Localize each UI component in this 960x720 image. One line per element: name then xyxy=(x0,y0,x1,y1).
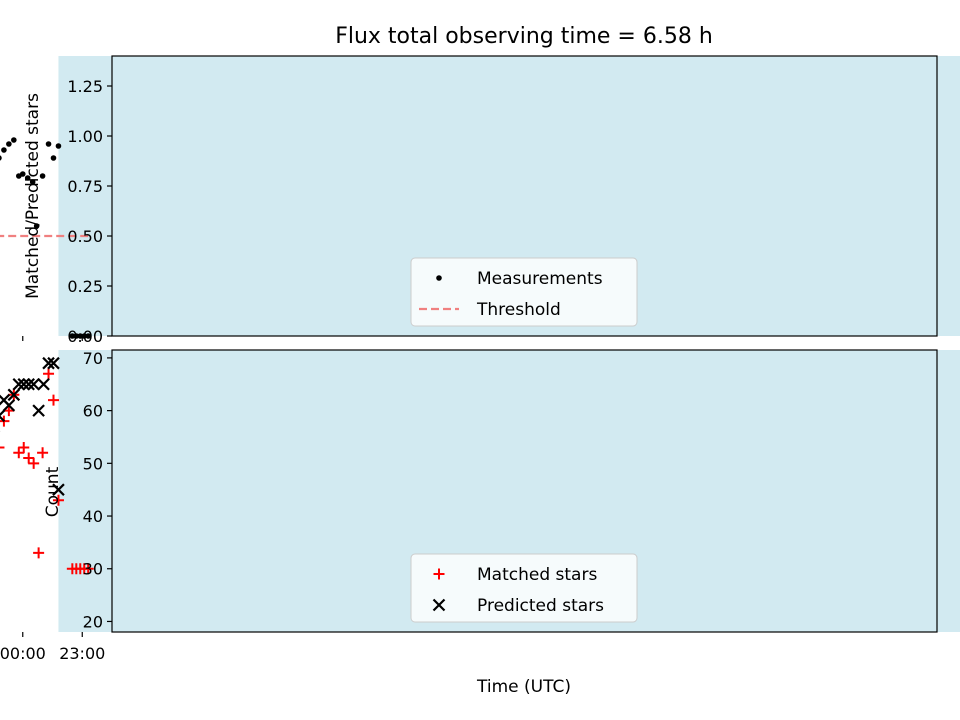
measurements-point xyxy=(73,333,80,339)
measurements-point xyxy=(11,137,17,143)
legend-predicted-stars-swatch xyxy=(432,598,446,612)
measurements-point xyxy=(29,179,36,185)
top-y-tick-label: 0.50 xyxy=(67,227,103,246)
bottom-y-tick-label: 40 xyxy=(83,507,103,526)
bottom-legend-box xyxy=(410,553,638,623)
matched-stars-point xyxy=(52,494,64,506)
measurements-point xyxy=(0,155,2,161)
measurements-point xyxy=(55,143,62,149)
legend-predicted-stars-label: Predicted stars xyxy=(477,596,604,616)
matched-stars-point xyxy=(3,405,15,417)
top-y-tick-label: 0.00 xyxy=(67,327,103,346)
top-plot-area xyxy=(0,137,92,339)
predicted-stars-point xyxy=(17,377,31,391)
bottom-legend: Matched stars Predicted stars xyxy=(410,553,638,623)
bottom-axes-frame xyxy=(111,349,938,633)
measurements-point xyxy=(85,333,92,339)
matched-stars-point xyxy=(66,563,78,575)
bottom-plot-area xyxy=(0,356,94,575)
predicted-stars-point xyxy=(7,388,21,402)
predicted-stars-point xyxy=(22,377,35,391)
measurements-point xyxy=(6,141,12,147)
predicted-stars-point xyxy=(27,377,40,391)
legend-threshold-label: Threshold xyxy=(476,300,561,320)
measurements-point xyxy=(69,333,76,339)
matched-stars-point xyxy=(18,442,30,454)
top-axes-frame xyxy=(111,55,938,337)
measurements-point xyxy=(24,175,31,181)
measurements-point xyxy=(1,147,7,153)
measurements-point xyxy=(15,173,22,179)
bottom-y-axis-label: Count xyxy=(43,466,63,517)
matched-stars-point xyxy=(43,368,55,380)
top-legend-box xyxy=(410,257,638,327)
predicted-stars-point xyxy=(12,377,26,391)
predicted-stars-point xyxy=(52,483,65,496)
matched-stars-point xyxy=(23,452,35,464)
top-legend: Measurements Threshold xyxy=(410,257,638,327)
legend-measurements-label: Measurements xyxy=(477,269,603,289)
matched-stars-point xyxy=(37,447,49,459)
matched-stars-point xyxy=(13,447,25,459)
top-y-tick-label: 0.75 xyxy=(67,177,103,196)
predicted-stars-point xyxy=(0,409,6,423)
top-y-tick-label: 0.25 xyxy=(67,277,103,296)
measurements-point xyxy=(50,155,57,161)
measurements-point xyxy=(45,141,52,147)
top-panel: 0.00 0.25 0.50 0.75 1.00 1.25 Measurements Thre… xyxy=(0,55,960,346)
matched-stars-point xyxy=(33,547,45,559)
top-y-axis-label: Matched/Predicted stars xyxy=(23,93,43,299)
bottom-y-tick-label: 30 xyxy=(83,560,103,579)
bottom-y-tick-label: 20 xyxy=(83,612,103,631)
predicted-stars-point xyxy=(42,356,55,370)
predicted-stars-point xyxy=(32,404,45,417)
predicted-stars-point xyxy=(47,356,60,370)
x-axis-label: Time (UTC) xyxy=(476,677,571,697)
measurements-point xyxy=(33,223,40,229)
legend-matched-stars-label: Matched stars xyxy=(477,565,597,585)
bottom-panel: 20304050607023:0000:0001:0002:0003:0004:… xyxy=(0,349,960,663)
bottom-y-tick-label: 50 xyxy=(83,454,103,473)
top-y-tick-label: 1.25 xyxy=(67,77,103,96)
measurements-point xyxy=(39,173,46,179)
bottom-y-tick-label: 60 xyxy=(83,402,103,421)
chart-title: Flux total observing time = 6.58 h xyxy=(335,24,713,49)
bottom-y-tick-label: 70 xyxy=(83,349,103,368)
legend-matched-stars-swatch xyxy=(433,568,445,580)
x-tick-label: 00:00 xyxy=(0,644,46,663)
matched-stars-point xyxy=(28,457,40,469)
top-y-tick-label: 1.00 xyxy=(67,127,103,146)
matched-stars-point xyxy=(47,394,59,406)
predicted-stars-point xyxy=(37,377,50,391)
legend-measurements-swatch xyxy=(436,275,442,281)
x-tick-label: 23:00 xyxy=(59,644,105,663)
matched-stars-point xyxy=(0,446,5,449)
predicted-stars-point xyxy=(0,393,11,407)
